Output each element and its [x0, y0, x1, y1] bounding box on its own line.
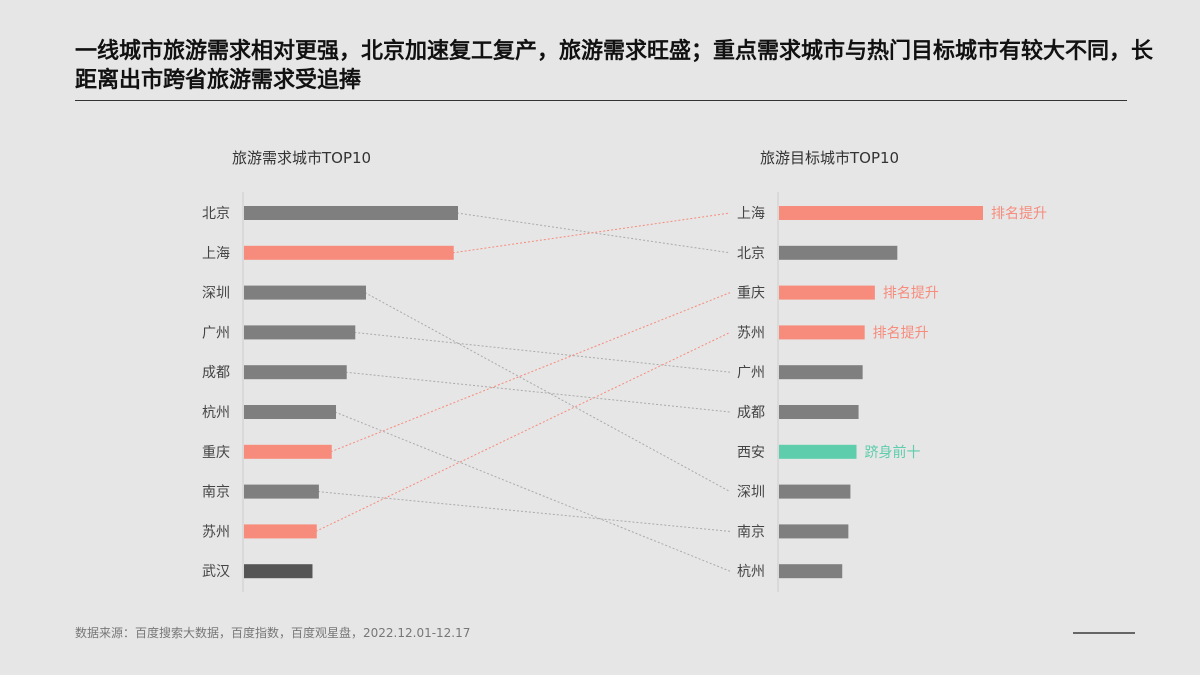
- data-source-note: 数据来源：百度搜索大数据，百度指数，百度观星盘，2022.12.01-12.17: [75, 626, 471, 640]
- target-category-label: 上海: [737, 206, 765, 222]
- connector-line: [364, 292, 731, 493]
- target-bar: [779, 444, 857, 459]
- target-chart-title: 旅游目标城市TOP10: [760, 149, 900, 167]
- demand-bar: [244, 405, 337, 419]
- target-rank-annotation: 跻身前十: [865, 444, 921, 461]
- target-bar: [779, 484, 851, 499]
- demand-bar: [244, 484, 319, 499]
- target-rank-annotation: 排名提升: [873, 325, 929, 341]
- demand-chart-title: 旅游需求城市TOP10: [232, 149, 372, 167]
- target-bar: [779, 365, 863, 380]
- connector-line: [334, 411, 731, 572]
- connector-line: [315, 331, 731, 532]
- connector-line: [345, 371, 731, 413]
- demand-bar: [244, 564, 313, 579]
- target-bar: [779, 206, 983, 220]
- demand-bar: [244, 524, 317, 539]
- target-rank-annotation: 排名提升: [991, 206, 1047, 222]
- target-bar: [779, 524, 849, 539]
- target-category-label: 杭州: [737, 564, 765, 580]
- target-rank-annotation: 排名提升: [883, 286, 939, 302]
- connector-line: [317, 491, 731, 532]
- target-category-label: 苏州: [737, 325, 765, 341]
- target-category-label: 广州: [737, 365, 765, 381]
- demand-category-label: 广州: [202, 325, 230, 341]
- connector-line: [354, 331, 731, 373]
- demand-category-label: 杭州: [202, 405, 230, 421]
- target-bar: [779, 245, 898, 260]
- connector-line: [456, 212, 731, 254]
- target-category-label: 北京: [737, 246, 765, 262]
- demand-bar: [244, 365, 347, 380]
- target-bar: [779, 405, 859, 419]
- demand-category-label: 苏州: [202, 524, 230, 540]
- target-bar: [779, 564, 843, 579]
- demand-bar: [244, 245, 454, 260]
- target-bar: [779, 325, 865, 340]
- page-title: 一线城市旅游需求相对更强，北京加速复工复产，旅游需求旺盛；重点需求城市与热门目标…: [75, 39, 1154, 93]
- connector-lines: [315, 212, 731, 572]
- target-category-label: 成都: [737, 405, 765, 421]
- demand-bar: [244, 285, 366, 300]
- demand-category-label: 成都: [202, 365, 230, 381]
- connector-line: [330, 292, 731, 453]
- demand-bar: [244, 206, 458, 220]
- demand-category-label: 深圳: [202, 286, 230, 302]
- title-divider: [75, 100, 1127, 101]
- target-category-label: 深圳: [737, 485, 765, 501]
- bars: [244, 206, 983, 579]
- demand-category-label: 上海: [202, 246, 230, 262]
- demand-category-label: 南京: [202, 485, 230, 501]
- demand-category-label: 武汉: [202, 564, 230, 580]
- target-bar: [779, 285, 875, 300]
- demand-bar: [244, 444, 332, 459]
- target-category-label: 西安: [737, 445, 765, 461]
- axes: [242, 192, 779, 592]
- demand-bar: [244, 325, 356, 340]
- connector-line: [452, 212, 731, 254]
- footer-divider: [1073, 632, 1135, 634]
- demand-category-label: 重庆: [202, 445, 230, 461]
- target-category-label: 南京: [737, 524, 765, 540]
- demand-category-label: 北京: [202, 206, 230, 222]
- target-category-label: 重庆: [737, 286, 765, 302]
